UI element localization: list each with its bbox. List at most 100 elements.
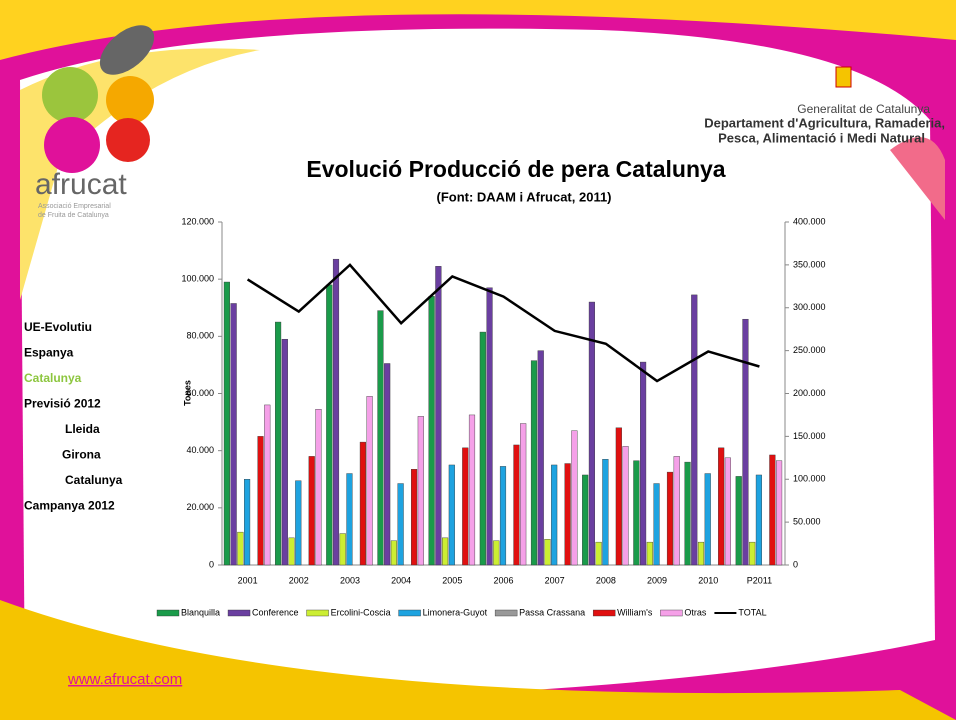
sidebar-item[interactable]: UE-Evolutiu (24, 320, 92, 334)
x-tick-label: 2004 (391, 575, 411, 585)
sidebar-item[interactable]: Catalunya (65, 473, 123, 487)
bar (654, 484, 660, 565)
bar (514, 445, 520, 565)
bar (384, 363, 390, 565)
y2-tick-label: 300.000 (793, 302, 826, 312)
logo-shape (42, 67, 98, 123)
legend-swatch (495, 610, 517, 616)
sidebar-item[interactable]: Lleida (65, 422, 100, 436)
y2-tick-label: 100.000 (793, 474, 826, 484)
bar (538, 351, 544, 565)
sidebar-item[interactable]: Previsió 2012 (24, 397, 101, 411)
legend-label: Blanquilla (181, 607, 220, 617)
legend-label: Otras (684, 607, 707, 617)
bar (736, 476, 742, 565)
bar (551, 465, 557, 565)
legend-label: Passa Crassana (519, 607, 585, 617)
y-tick-label: 120.000 (181, 216, 214, 226)
bar (500, 466, 506, 565)
y2-tick-label: 350.000 (793, 259, 826, 269)
sidebar-item[interactable]: Girona (62, 448, 101, 462)
bar (333, 259, 339, 565)
bar (667, 472, 673, 565)
bar (698, 542, 704, 565)
bar (623, 446, 629, 565)
bar (647, 542, 653, 565)
bar (295, 481, 301, 565)
header-line: Generalitat de Catalunya (797, 102, 930, 116)
url-link[interactable]: www.afrucat.com (67, 671, 182, 688)
y-tick-label: 40.000 (186, 445, 214, 455)
bar (531, 361, 537, 565)
bar (378, 311, 384, 565)
bar (429, 296, 435, 565)
bar (282, 339, 288, 565)
bar (640, 362, 646, 565)
bar (743, 319, 749, 565)
bar (571, 431, 577, 565)
bar (275, 322, 281, 565)
bar (487, 288, 493, 565)
chart-title: Evolució Producció de pera Catalunya (306, 156, 725, 182)
y2-tick-label: 150.000 (793, 431, 826, 441)
sidebar-item[interactable]: Espanya (24, 346, 74, 360)
bar (582, 475, 588, 565)
bar (520, 424, 526, 565)
legend-swatch (399, 610, 421, 616)
bar (480, 332, 486, 565)
logo-subtitle: de Fruita de Catalunya (38, 212, 109, 219)
bar (756, 475, 762, 565)
x-tick-label: 2002 (289, 575, 309, 585)
bar (258, 436, 264, 565)
header-line: Pesca, Alimentació i Medi Natural (718, 130, 925, 145)
x-tick-label: 2001 (238, 575, 258, 585)
bar (326, 285, 332, 565)
bar (340, 534, 346, 565)
logo-shape (106, 118, 150, 162)
bar (493, 541, 499, 565)
y-tick-label: 60.000 (186, 388, 214, 398)
bar (565, 464, 571, 565)
bar (634, 461, 640, 565)
bar (391, 541, 397, 565)
x-tick-label: 2010 (698, 575, 718, 585)
bar (705, 474, 711, 565)
sidebar-item[interactable]: Campanya 2012 (24, 499, 115, 513)
chart-subtitle: (Font: DAAM i Afrucat, 2011) (436, 189, 611, 204)
generalitat-emblem (836, 67, 851, 87)
bar (436, 266, 442, 565)
y2-tick-label: 400.000 (793, 216, 826, 226)
y2-tick-label: 250.000 (793, 345, 826, 355)
legend-label: Ercolini-Coscia (331, 607, 391, 617)
x-tick-label: 2008 (596, 575, 616, 585)
y-tick-label: 100.000 (181, 274, 214, 284)
legend-label: Limonera-Guyot (423, 607, 488, 617)
bar (691, 295, 697, 565)
legend-swatch (307, 610, 329, 616)
bar (545, 539, 551, 565)
logo-shape (106, 76, 154, 124)
legend-swatch (660, 610, 682, 616)
bar (603, 459, 609, 565)
bar (449, 465, 455, 565)
bar (316, 409, 322, 565)
bar (469, 415, 475, 565)
x-tick-label: 2006 (493, 575, 513, 585)
logo-subtitle: Associació Empresarial (38, 203, 111, 210)
bar (264, 405, 270, 565)
bar (462, 448, 468, 565)
logo-shape (44, 117, 100, 173)
sidebar-item[interactable]: Catalunya (24, 371, 82, 385)
bar (360, 442, 366, 565)
bar (224, 282, 230, 565)
bar (398, 484, 404, 565)
y-tick-label: 80.000 (186, 331, 214, 341)
bar (442, 538, 448, 565)
slide: afrucat Associació Empresarial de Fruita… (0, 0, 956, 720)
legend-swatch (593, 610, 615, 616)
bar (596, 542, 602, 565)
bar (616, 428, 622, 565)
x-tick-label: P2011 (747, 575, 772, 585)
x-tick-label: 2003 (340, 575, 360, 585)
x-tick-label: 2005 (442, 575, 462, 585)
